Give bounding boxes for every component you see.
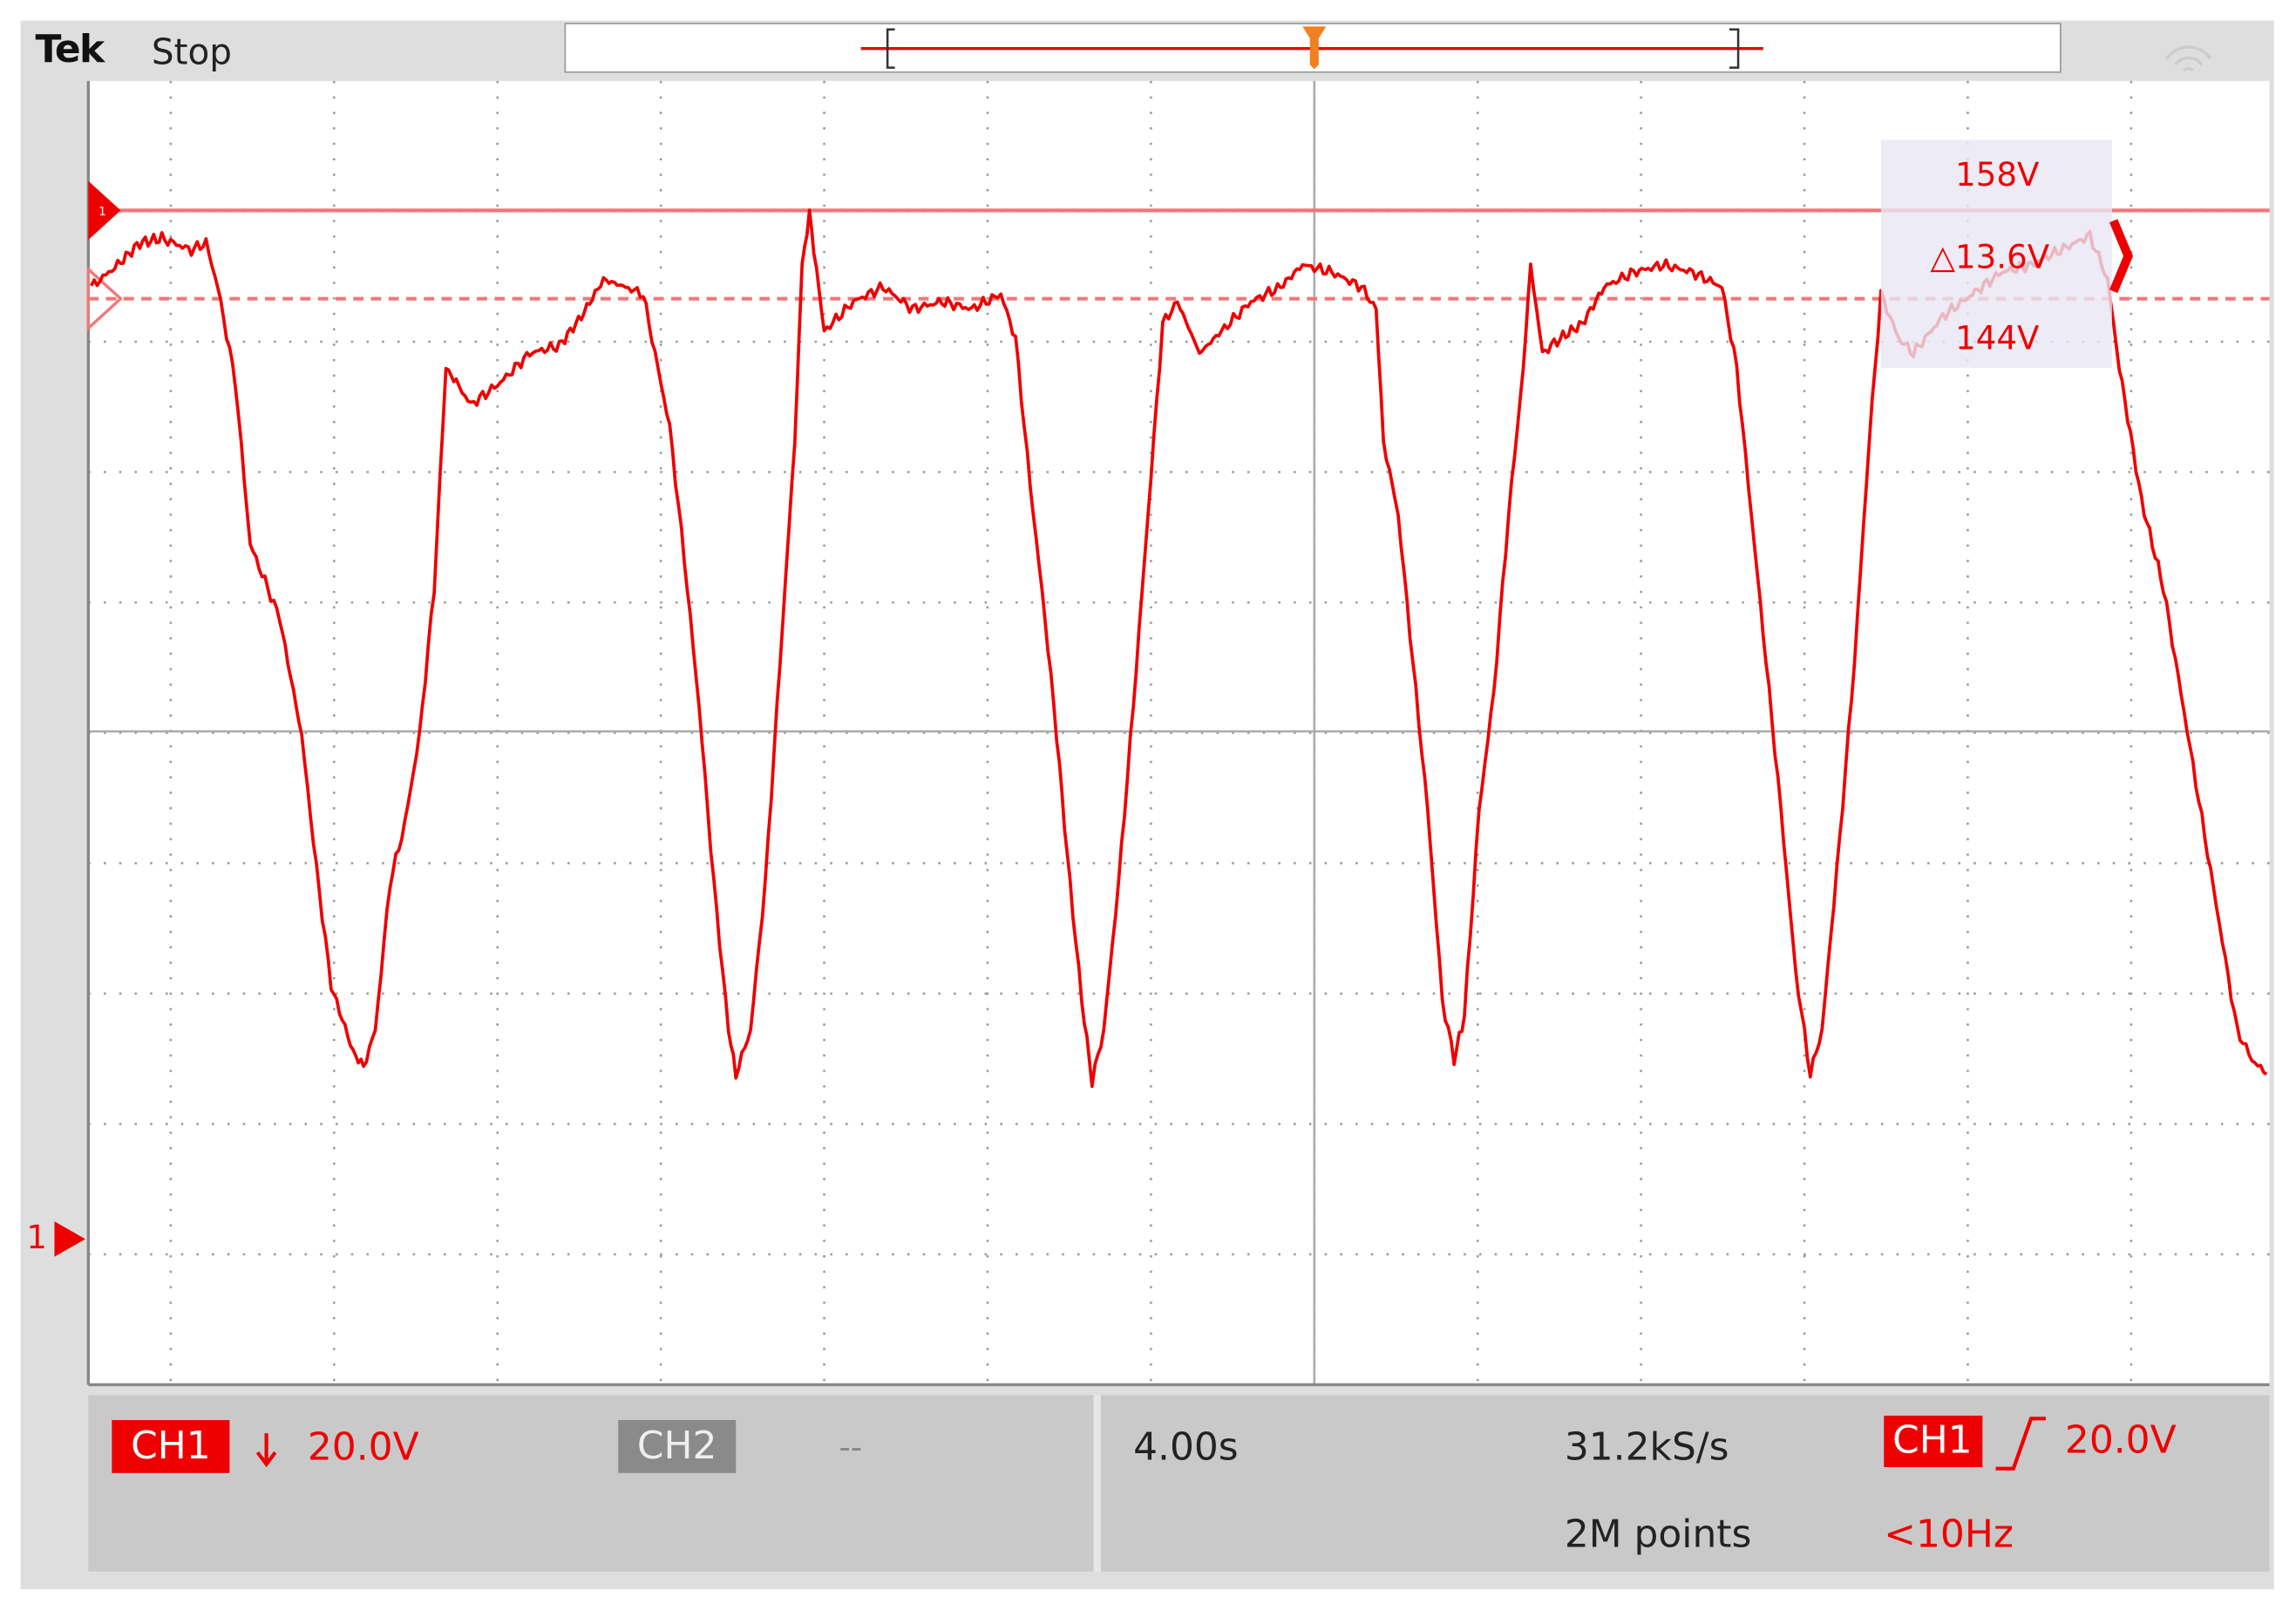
- trigger-slope-icon: [1995, 1417, 2046, 1471]
- trigger-level: 20.0V: [2065, 1417, 2177, 1462]
- record-brackets: [886, 28, 1740, 69]
- channel-marker[interactable]: [54, 1221, 85, 1257]
- cursor-b-handle[interactable]: [86, 266, 123, 332]
- brand: Tek: [36, 27, 106, 71]
- channel-marker-label: 1: [26, 1219, 47, 1256]
- cursor-delta-value: △13.6V: [1930, 239, 2049, 276]
- acquisition-status[interactable]: Stop: [152, 31, 232, 72]
- cursor-arrow: [2109, 219, 2134, 294]
- ch2-scale: --: [839, 1429, 862, 1466]
- coupling-icon: [255, 1433, 277, 1468]
- ch2-badge[interactable]: [618, 1419, 737, 1473]
- cursor-a-number: 1: [98, 205, 106, 219]
- sample-rate: 31.2kS/s: [1565, 1425, 1729, 1470]
- trigger-source: CH1: [1892, 1417, 1973, 1462]
- cursor-upper-value: 158V: [1955, 156, 2040, 194]
- cursor-a-handle[interactable]: [88, 180, 121, 241]
- trigger-position: [1302, 26, 1327, 70]
- ch1-scale: 20.0V: [308, 1425, 419, 1470]
- wifi-icon: [2165, 45, 2212, 72]
- record-length: 2M points: [1565, 1512, 1752, 1556]
- status-divider: [1093, 1395, 1101, 1572]
- trigger-source-badge[interactable]: [1884, 1415, 1983, 1468]
- timebase[interactable]: 4.00s: [1133, 1425, 1239, 1470]
- ch1-badge[interactable]: [112, 1419, 230, 1473]
- ch2-label: CH2: [637, 1424, 717, 1468]
- trigger-frequency: <10Hz: [1884, 1512, 2014, 1556]
- ch1-label: CH1: [131, 1424, 211, 1468]
- cursor-readout: [1880, 139, 2112, 369]
- cursor-lower-value: 144V: [1955, 319, 2040, 357]
